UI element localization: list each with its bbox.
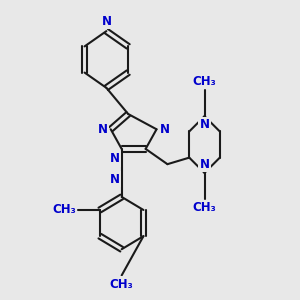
Text: N: N [200, 158, 209, 171]
Text: CH₃: CH₃ [193, 201, 216, 214]
Text: N: N [160, 123, 170, 136]
Text: N: N [110, 152, 119, 165]
Text: N: N [110, 173, 119, 186]
Text: CH₃: CH₃ [52, 203, 76, 217]
Text: N: N [101, 15, 111, 28]
Text: N: N [200, 118, 209, 131]
Text: N: N [98, 123, 107, 136]
Text: CH₃: CH₃ [110, 278, 134, 291]
Text: CH₃: CH₃ [193, 75, 216, 88]
